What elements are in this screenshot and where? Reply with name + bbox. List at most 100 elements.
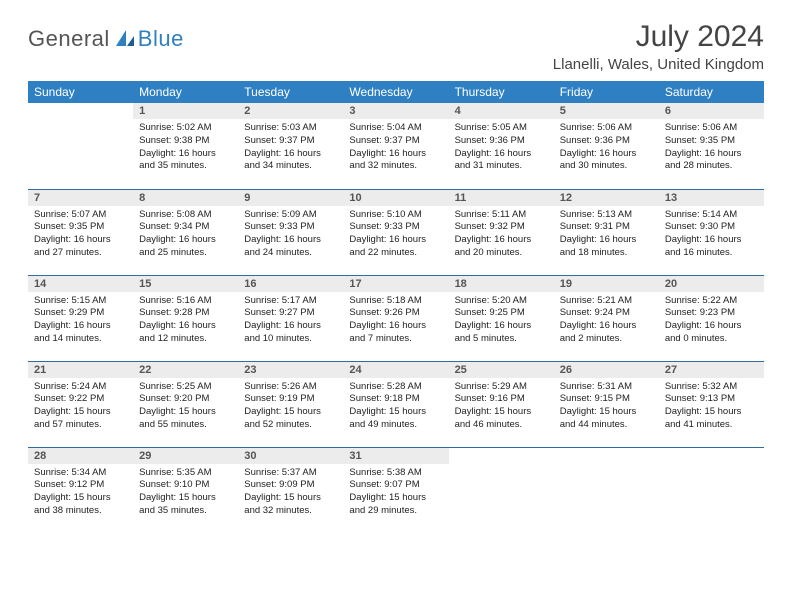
day-number: 3	[343, 103, 448, 119]
sunrise-text: Sunrise: 5:24 AM	[34, 381, 127, 394]
title-block: July 2024 Llanelli, Wales, United Kingdo…	[553, 20, 764, 73]
day-number: 31	[343, 448, 448, 464]
sunset-text: Sunset: 9:19 PM	[244, 393, 337, 406]
sunrise-text: Sunrise: 5:16 AM	[139, 295, 232, 308]
sunrise-text: Sunrise: 5:34 AM	[34, 467, 127, 480]
day-details: Sunrise: 5:09 AMSunset: 9:33 PMDaylight:…	[238, 206, 343, 264]
day-number: 22	[133, 362, 238, 378]
calendar-day-cell: 4Sunrise: 5:05 AMSunset: 9:36 PMDaylight…	[449, 103, 554, 189]
daylight-text: Daylight: 16 hours and 7 minutes.	[349, 320, 442, 346]
day-number: 25	[449, 362, 554, 378]
daylight-text: Daylight: 16 hours and 18 minutes.	[560, 234, 653, 260]
sunset-text: Sunset: 9:30 PM	[665, 221, 758, 234]
daylight-text: Daylight: 15 hours and 41 minutes.	[665, 406, 758, 432]
sunset-text: Sunset: 9:20 PM	[139, 393, 232, 406]
sunset-text: Sunset: 9:28 PM	[139, 307, 232, 320]
day-details: Sunrise: 5:06 AMSunset: 9:35 PMDaylight:…	[659, 119, 764, 177]
weekday-header: Sunday	[28, 81, 133, 103]
day-details: Sunrise: 5:35 AMSunset: 9:10 PMDaylight:…	[133, 464, 238, 522]
sunrise-text: Sunrise: 5:05 AM	[455, 122, 548, 135]
day-details: Sunrise: 5:15 AMSunset: 9:29 PMDaylight:…	[28, 292, 133, 350]
sunset-text: Sunset: 9:36 PM	[455, 135, 548, 148]
daylight-text: Daylight: 16 hours and 12 minutes.	[139, 320, 232, 346]
sunrise-text: Sunrise: 5:06 AM	[560, 122, 653, 135]
day-number: 30	[238, 448, 343, 464]
month-title: July 2024	[553, 20, 764, 54]
day-number: 2	[238, 103, 343, 119]
daylight-text: Daylight: 15 hours and 49 minutes.	[349, 406, 442, 432]
day-number: 21	[28, 362, 133, 378]
calendar-table: SundayMondayTuesdayWednesdayThursdayFrid…	[28, 81, 764, 533]
weekday-header: Thursday	[449, 81, 554, 103]
calendar-day-cell: 15 Sunrise: 5:16 AMSunset: 9:28 PMDayligh…	[133, 275, 238, 361]
day-details: Sunrise: 5:26 AMSunset: 9:19 PMDaylight:…	[238, 378, 343, 436]
location: Llanelli, Wales, United Kingdom	[553, 56, 764, 73]
day-number: 28	[28, 448, 133, 464]
calendar-day-cell: 13Sunrise: 5:14 AMSunset: 9:30 PMDayligh…	[659, 189, 764, 275]
sunrise-text: Sunrise: 5:03 AM	[244, 122, 337, 135]
day-details: Sunrise: 5:38 AMSunset: 9:07 PMDaylight:…	[343, 464, 448, 522]
day-details: Sunrise: 5:10 AMSunset: 9:33 PMDaylight:…	[343, 206, 448, 264]
daylight-text: Daylight: 15 hours and 46 minutes.	[455, 406, 548, 432]
calendar-week-row: 1Sunrise: 5:02 AMSunset: 9:38 PMDaylight…	[28, 103, 764, 189]
day-details: Sunrise: 5:11 AMSunset: 9:32 PMDaylight:…	[449, 206, 554, 264]
day-details: Sunrise: 5:13 AMSunset: 9:31 PMDaylight:…	[554, 206, 659, 264]
sunset-text: Sunset: 9:26 PM	[349, 307, 442, 320]
sunrise-text: Sunrise: 5:32 AM	[665, 381, 758, 394]
calendar-day-cell: 30Sunrise: 5:37 AMSunset: 9:09 PMDayligh…	[238, 447, 343, 533]
calendar-day-cell: 28Sunrise: 5:34 AMSunset: 9:12 PMDayligh…	[28, 447, 133, 533]
calendar-day-cell: 17Sunrise: 5:18 AMSunset: 9:26 PMDayligh…	[343, 275, 448, 361]
daylight-text: Daylight: 16 hours and 30 minutes.	[560, 148, 653, 174]
sunrise-text: Sunrise: 5:26 AM	[244, 381, 337, 394]
sunrise-text: Sunrise: 5:13 AM	[560, 209, 653, 222]
day-details: Sunrise: 5:21 AMSunset: 9:24 PMDaylight:…	[554, 292, 659, 350]
daylight-text: Daylight: 15 hours and 44 minutes.	[560, 406, 653, 432]
calendar-day-cell: 2Sunrise: 5:03 AMSunset: 9:37 PMDaylight…	[238, 103, 343, 189]
day-number: 5	[554, 103, 659, 119]
calendar-day-cell: 5Sunrise: 5:06 AMSunset: 9:36 PMDaylight…	[554, 103, 659, 189]
day-number: 15	[133, 276, 238, 292]
day-details: Sunrise: 5:28 AMSunset: 9:18 PMDaylight:…	[343, 378, 448, 436]
weekday-header: Wednesday	[343, 81, 448, 103]
sunrise-text: Sunrise: 5:09 AM	[244, 209, 337, 222]
sunrise-text: Sunrise: 5:14 AM	[665, 209, 758, 222]
day-number: 13	[659, 190, 764, 206]
sunrise-text: Sunrise: 5:22 AM	[665, 295, 758, 308]
day-number: 26	[554, 362, 659, 378]
daylight-text: Daylight: 15 hours and 52 minutes.	[244, 406, 337, 432]
daylight-text: Daylight: 15 hours and 32 minutes.	[244, 492, 337, 518]
daylight-text: Daylight: 16 hours and 20 minutes.	[455, 234, 548, 260]
calendar-day-cell: 1Sunrise: 5:02 AMSunset: 9:38 PMDaylight…	[133, 103, 238, 189]
day-details: Sunrise: 5:05 AMSunset: 9:36 PMDaylight:…	[449, 119, 554, 177]
sunset-text: Sunset: 9:13 PM	[665, 393, 758, 406]
calendar-day-cell: 18Sunrise: 5:20 AMSunset: 9:25 PMDayligh…	[449, 275, 554, 361]
daylight-text: Daylight: 16 hours and 14 minutes.	[34, 320, 127, 346]
sunset-text: Sunset: 9:33 PM	[349, 221, 442, 234]
calendar-week-row: 14Sunrise: 5:15 AMSunset: 9:29 PMDayligh…	[28, 275, 764, 361]
calendar-day-cell: 29Sunrise: 5:35 AMSunset: 9:10 PMDayligh…	[133, 447, 238, 533]
day-number: 7	[28, 190, 133, 206]
calendar-day-cell: 9Sunrise: 5:09 AMSunset: 9:33 PMDaylight…	[238, 189, 343, 275]
sunrise-text: Sunrise: 5:11 AM	[455, 209, 548, 222]
day-number: 19	[554, 276, 659, 292]
calendar-empty-cell	[449, 447, 554, 533]
calendar-day-cell: 7Sunrise: 5:07 AMSunset: 9:35 PMDaylight…	[28, 189, 133, 275]
day-details: Sunrise: 5:37 AMSunset: 9:09 PMDaylight:…	[238, 464, 343, 522]
sunset-text: Sunset: 9:16 PM	[455, 393, 548, 406]
day-number: 18	[449, 276, 554, 292]
day-details: Sunrise: 5:25 AMSunset: 9:20 PMDaylight:…	[133, 378, 238, 436]
day-details: Sunrise: 5:14 AMSunset: 9:30 PMDaylight:…	[659, 206, 764, 264]
logo-sail-icon	[114, 28, 136, 50]
day-details: Sunrise: 5:31 AMSunset: 9:15 PMDaylight:…	[554, 378, 659, 436]
sunrise-text: Sunrise: 5:21 AM	[560, 295, 653, 308]
daylight-text: Daylight: 16 hours and 2 minutes.	[560, 320, 653, 346]
calendar-day-cell: 3Sunrise: 5:04 AMSunset: 9:37 PMDaylight…	[343, 103, 448, 189]
day-number: 20	[659, 276, 764, 292]
sunrise-text: Sunrise: 5:15 AM	[34, 295, 127, 308]
daylight-text: Daylight: 16 hours and 0 minutes.	[665, 320, 758, 346]
calendar-empty-cell	[659, 447, 764, 533]
sunrise-text: Sunrise: 5:20 AM	[455, 295, 548, 308]
day-details: Sunrise: 5:02 AMSunset: 9:38 PMDaylight:…	[133, 119, 238, 177]
day-number: 16	[238, 276, 343, 292]
calendar-day-cell: 25Sunrise: 5:29 AMSunset: 9:16 PMDayligh…	[449, 361, 554, 447]
